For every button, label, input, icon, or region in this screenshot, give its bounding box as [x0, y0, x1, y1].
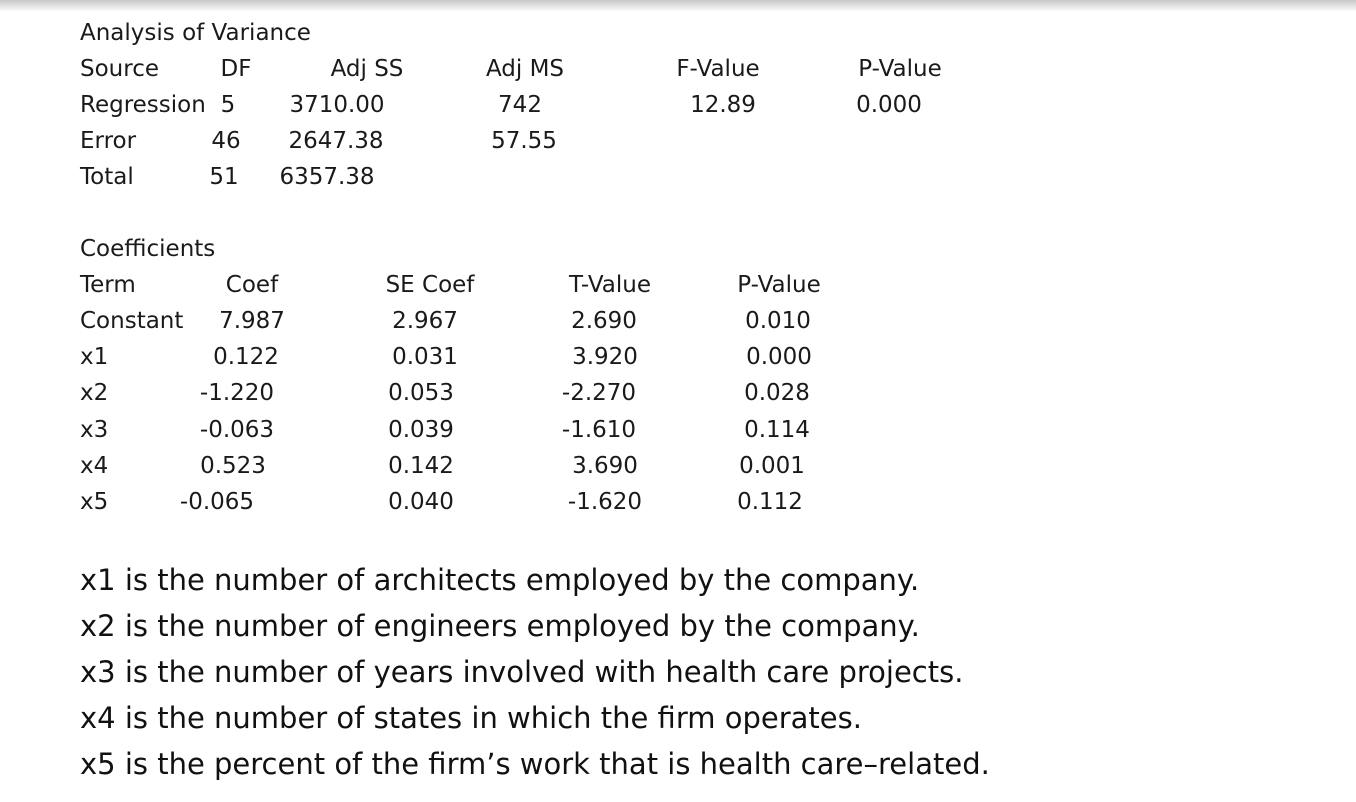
- note-x4: x4 is the number of states in which the …: [80, 701, 862, 735]
- anova-row-error-adj-ss: 2647.38: [288, 128, 384, 154]
- coef-row-x4-t-value: 3.690: [572, 453, 638, 479]
- note-x1: x1 is the number of architects employed …: [80, 563, 920, 597]
- anova-header-source: Source: [80, 56, 159, 82]
- coef-row-x5-t-value: -1.620: [567, 489, 643, 515]
- coef-row-x3-term: x3: [80, 417, 109, 443]
- anova-header-f-value: F-Value: [676, 56, 760, 82]
- coef-row-x3-p-value: 0.114: [744, 417, 810, 443]
- anova-row-total-adj-ss: 6357.38: [279, 164, 375, 190]
- coef-row-x2-coef: -1.220: [199, 380, 275, 406]
- coef-row-x4-se-coef: 0.142: [388, 453, 454, 479]
- coef-row-constant-term: Constant: [80, 308, 184, 334]
- coef-row-x1-se-coef: 0.031: [392, 344, 458, 370]
- anova-row-regression-adj-ss: 3710.00: [289, 92, 385, 118]
- coef-row-constant-coef: 7.987: [219, 308, 285, 334]
- anova-header-adj-ms: Adj MS: [485, 56, 565, 82]
- coef-row-x2-se-coef: 0.053: [388, 380, 454, 406]
- coef-row-constant-t-value: 2.690: [571, 308, 637, 334]
- anova-row-regression-p-value: 0.000: [856, 92, 922, 118]
- anova-row-total-source: Total: [80, 164, 134, 190]
- coef-row-x2-p-value: 0.028: [744, 380, 810, 406]
- coefficients-title: Coefficients: [80, 236, 216, 262]
- note-x2: x2 is the number of engineers employed b…: [80, 609, 920, 643]
- anova-row-error-adj-ms: 57.55: [491, 128, 557, 154]
- anova-row-regression-f-value: 12.89: [690, 92, 756, 118]
- anova-header-adj-ss: Adj SS: [330, 56, 404, 82]
- anova-title: Analysis of Variance: [80, 20, 311, 46]
- coef-header-se-coef: SE Coef: [385, 272, 475, 298]
- coef-row-x5-coef: -0.065: [179, 489, 255, 515]
- coef-row-constant-se-coef: 2.967: [392, 308, 458, 334]
- note-x5: x5 is the percent of the firm’s work tha…: [80, 747, 990, 781]
- note-x3: x3 is the number of years involved with …: [80, 655, 964, 689]
- coef-row-x2-term: x2: [80, 380, 109, 406]
- coef-row-x4-coef: 0.523: [200, 453, 266, 479]
- anova-row-error-source: Error: [80, 128, 137, 154]
- coef-row-x4-term: x4: [80, 453, 109, 479]
- anova-row-regression-df: 5: [220, 92, 236, 118]
- coef-header-term: Term: [80, 272, 136, 298]
- anova-row-total-df: 51: [209, 164, 239, 190]
- coef-row-x1-coef: 0.122: [213, 344, 279, 370]
- coef-row-x1-p-value: 0.000: [746, 344, 812, 370]
- coef-row-x3-coef: -0.063: [199, 417, 275, 443]
- coef-row-x4-p-value: 0.001: [739, 453, 805, 479]
- coef-row-x1-term: x1: [80, 344, 109, 370]
- coef-header-coef: Coef: [225, 272, 279, 298]
- anova-header-p-value: P-Value: [858, 56, 942, 82]
- coef-row-constant-p-value: 0.010: [745, 308, 811, 334]
- top-edge-shadow: [0, 0, 1356, 12]
- coef-row-x3-t-value: -1.610: [561, 417, 637, 443]
- coef-row-x5-se-coef: 0.040: [388, 489, 454, 515]
- coef-row-x5-term: x5: [80, 489, 109, 515]
- anova-row-regression-adj-ms: 742: [498, 92, 542, 118]
- coef-header-p-value: P-Value: [737, 272, 821, 298]
- coef-row-x2-t-value: -2.270: [561, 380, 637, 406]
- coef-header-t-value: T-Value: [568, 272, 652, 298]
- anova-row-error-df: 46: [211, 128, 241, 154]
- coef-row-x1-t-value: 3.920: [572, 344, 638, 370]
- coef-row-x5-p-value: 0.112: [737, 489, 803, 515]
- anova-row-regression-source: Regression: [80, 92, 206, 118]
- coef-row-x3-se-coef: 0.039: [388, 417, 454, 443]
- anova-header-df: DF: [220, 56, 252, 82]
